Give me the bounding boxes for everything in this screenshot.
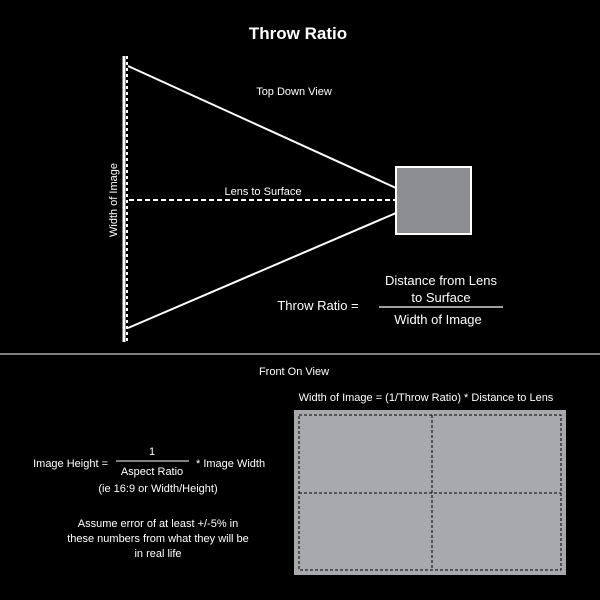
image-height-lhs: Image Height = [33, 458, 108, 470]
diagram-title: Throw Ratio [249, 24, 347, 43]
top-down-caption: Top Down View [256, 86, 332, 98]
image-height-denominator: Aspect Ratio [121, 466, 183, 478]
width-of-image-label: Width of Image [108, 163, 120, 237]
throw-ratio-numerator-line1: Distance from Lens [385, 273, 497, 288]
throw-ratio-denominator: Width of Image [394, 312, 481, 327]
lens-to-surface-label: Lens to Surface [224, 186, 301, 198]
aspect-ratio-note: (ie 16:9 or Width/Height) [98, 483, 217, 495]
disclaimer-line2: these numbers from what they will be [67, 533, 249, 545]
throw-ratio-numerator-line2: to Surface [411, 290, 470, 305]
image-height-rhs: * Image Width [196, 458, 265, 470]
throw-ratio-lhs: Throw Ratio = [277, 298, 358, 313]
disclaimer-line1: Assume error of at least +/-5% in [78, 518, 238, 530]
image-height-numerator: 1 [149, 446, 155, 458]
disclaimer-line3: in real life [134, 548, 181, 560]
projector-box [395, 166, 472, 235]
projection-lower-line [127, 212, 397, 329]
projection-upper-line [127, 65, 397, 189]
width-formula: Width of Image = (1/Throw Ratio) * Dista… [299, 392, 554, 404]
front-on-caption: Front On View [259, 366, 329, 378]
